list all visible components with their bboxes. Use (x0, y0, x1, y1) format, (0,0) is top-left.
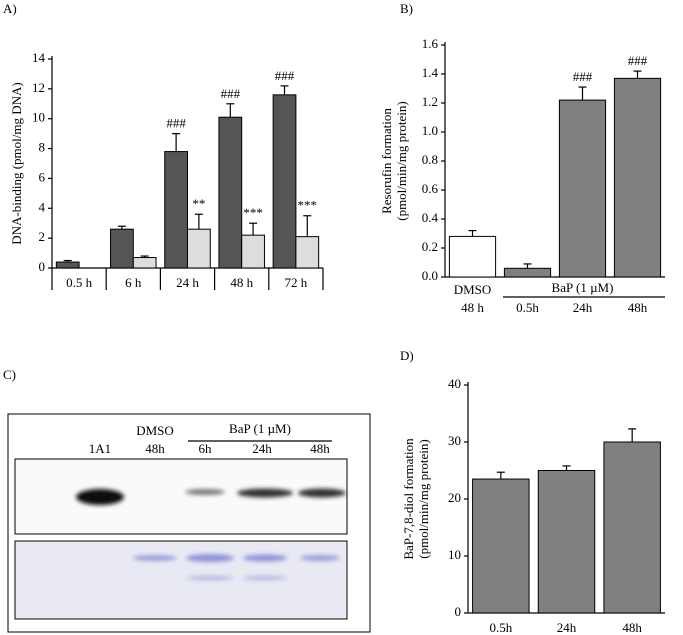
y-tick-label: 10 (32, 110, 45, 125)
significance-label: ### (221, 86, 241, 101)
x-tick-label: 6 h (125, 275, 142, 290)
bar (558, 99, 607, 278)
panel-title: B) (400, 1, 413, 16)
bar (187, 228, 211, 269)
x-tick-label: 24 h (176, 275, 199, 290)
bar (164, 151, 188, 269)
lane-label: 1A1 (89, 441, 111, 456)
y-tick-label: 12 (32, 80, 45, 95)
significance-label: *** (298, 198, 318, 213)
x-tick-label: 24h (573, 300, 593, 315)
blot-bands (76, 488, 346, 505)
y-tick-label: 0 (39, 259, 46, 274)
significance-label: ### (628, 53, 648, 68)
x-tick-label: 0.5 h (66, 275, 93, 290)
y-tick-label: 10 (448, 547, 461, 562)
x-tick-label: 24h (557, 620, 577, 635)
bar (472, 478, 530, 614)
y-tick-label: 1.0 (422, 123, 438, 138)
lane-label: 48h (145, 441, 165, 456)
gel-bands (133, 554, 340, 580)
lane-label: 24h (252, 441, 272, 456)
y-tick-label: 0.0 (422, 268, 438, 283)
y-tick-label: 1.4 (422, 65, 439, 80)
y-tick-label: 0.8 (422, 152, 438, 167)
panel-title: C) (3, 367, 16, 382)
significance-label: *** (243, 205, 263, 220)
bar (603, 441, 661, 614)
control-label: DMSO (136, 423, 174, 438)
y-tick-label: 0.6 (422, 181, 439, 196)
lane-label: 48h (310, 441, 330, 456)
x-tick-label: 48 h (461, 300, 484, 315)
y-axis-label: (pmol/min/mg protein) (394, 101, 409, 221)
y-tick-label: 1.6 (422, 36, 439, 51)
y-tick-label: 0 (455, 604, 462, 619)
bar (241, 234, 265, 269)
x-tick-label: 48 h (230, 275, 253, 290)
significance-label: ** (192, 196, 205, 211)
y-tick-label: 40 (448, 376, 461, 391)
y-tick-label: 0.4 (422, 210, 439, 225)
x-tick-label: 0.5h (516, 300, 539, 315)
x-tick-label: 72 h (285, 275, 308, 290)
x-tick-label: 48h (622, 620, 642, 635)
blot-panel: C) DMSO BaP (1 µM) 1A1 48h 6h 24h 48h (3, 367, 371, 633)
x-tick-label: 0.5h (489, 620, 512, 635)
control-label: DMSO (454, 282, 492, 297)
y-tick-label: 2 (39, 229, 46, 244)
bar (55, 261, 80, 269)
bar (218, 116, 243, 269)
y-tick-label: 4 (39, 199, 46, 214)
significance-label: ### (573, 69, 593, 84)
bar (272, 94, 297, 269)
treatment-label: BaP (1 µM) (552, 280, 614, 295)
bar (503, 267, 552, 278)
bar (132, 257, 157, 269)
bar (537, 470, 596, 614)
y-tick-label: 6 (39, 169, 46, 184)
y-tick-label: 30 (448, 433, 461, 448)
gel-stain (14, 540, 348, 620)
bar (295, 236, 320, 269)
y-tick-label: 0.2 (422, 239, 438, 254)
y-axis-label: (pmol/min/mg protein) (416, 439, 431, 559)
x-tick-label: 48h (628, 300, 648, 315)
significance-label: ### (275, 68, 295, 83)
panel-title: D) (400, 348, 414, 363)
y-axis-label: BaP-7,8-diol formation (401, 438, 416, 560)
y-tick-label: 14 (32, 50, 46, 65)
treatment-label: BaP (1 µM) (229, 421, 291, 436)
y-axis-label: Resorufin formation (379, 108, 394, 214)
lane-label: 6h (199, 441, 213, 456)
bar (613, 77, 662, 278)
panel-title: A) (3, 1, 17, 16)
y-axis-label: DNA-binding (pmol/mg DNA) (9, 82, 24, 245)
y-tick-label: 1.2 (422, 94, 438, 109)
bar (110, 228, 134, 269)
bar (448, 235, 497, 278)
y-tick-label: 20 (448, 490, 461, 505)
significance-label: ### (166, 116, 186, 131)
y-tick-label: 8 (39, 140, 46, 155)
western-blot (14, 458, 348, 535)
